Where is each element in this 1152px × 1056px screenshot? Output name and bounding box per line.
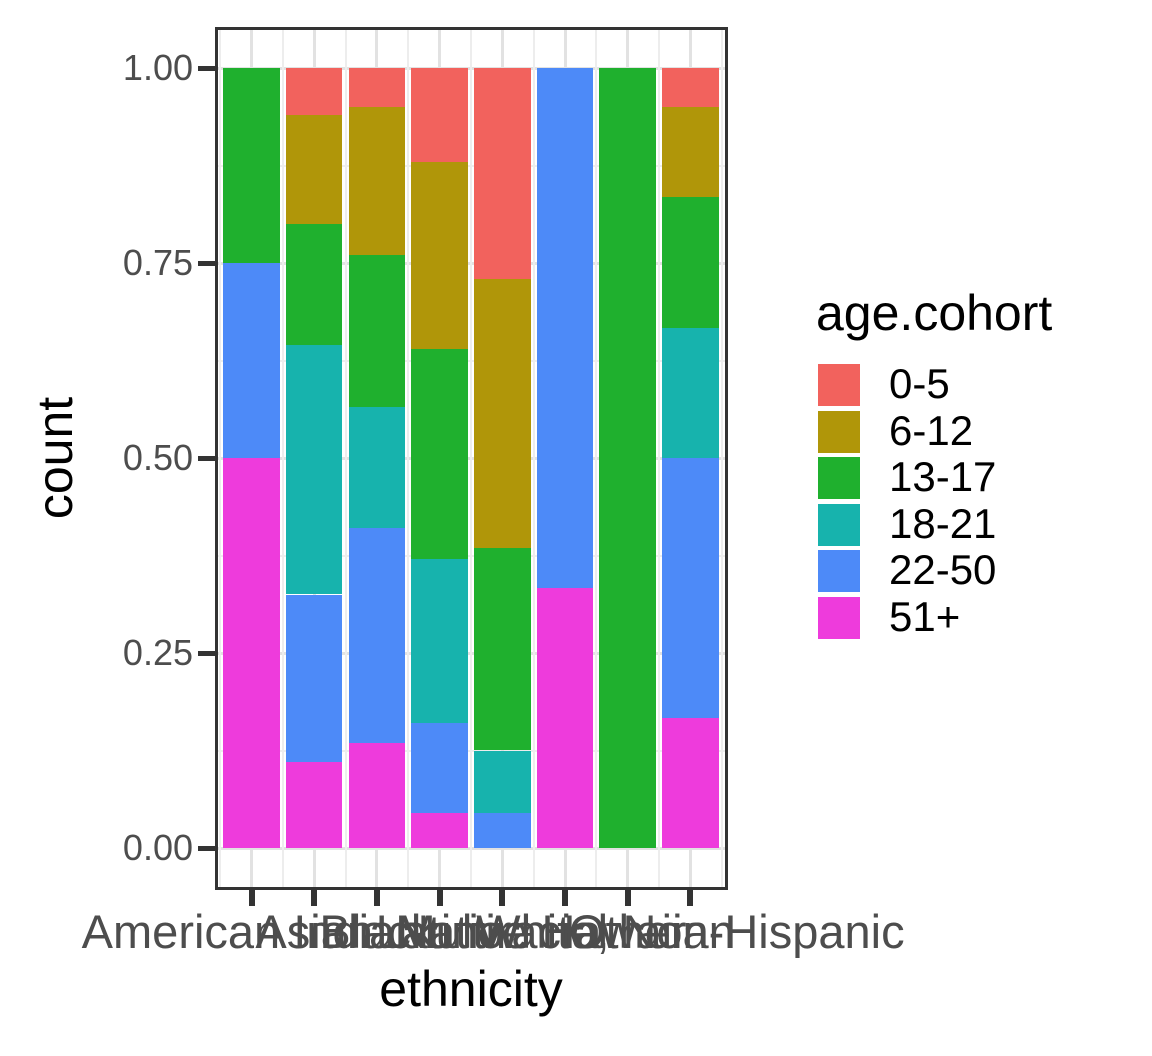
bar-segment-Asian-0-5 [285, 68, 343, 115]
bar-segment-Latino-51+ [411, 812, 468, 848]
y-axis-tick-label: 0.25 [122, 632, 193, 673]
bar-segment-Multiracial-13-17 [474, 547, 531, 751]
bar-segment-Multiracial-0-5 [474, 68, 531, 279]
x-axis-tick [311, 887, 318, 906]
bar-segment-White, Non-Hispanic-22-50 [662, 458, 719, 718]
bar-segment-Asian-6-12 [285, 114, 343, 224]
bar-segment-Latino-18-21 [411, 559, 468, 724]
x-axis-tick [499, 887, 506, 906]
x-axis-tick-label: White, Non-Hispanic [476, 905, 905, 958]
gridline-minor-v [219, 30, 222, 887]
bar-segment-Asian-22-50 [285, 594, 343, 763]
y-axis-tick [198, 455, 216, 461]
bar-segment-Asian-18-21 [285, 344, 343, 595]
gridline-minor-v [658, 30, 661, 887]
gridline-minor-v [532, 30, 535, 887]
bar-segment-Latino-22-50 [411, 723, 468, 813]
bar-segment-American Indian-51+ [223, 458, 280, 848]
bar-segment-Black-0-5 [348, 68, 406, 107]
bar-segment-White, Non-Hispanic-18-21 [662, 327, 719, 458]
x-axis-tick-label: Other [568, 905, 687, 958]
x-axis-tick [373, 887, 380, 906]
gridline-minor-v [595, 30, 598, 887]
legend-label-22-50: 22-50 [889, 546, 997, 593]
x-axis-tick-label: Multiracial [396, 905, 609, 958]
x-axis-tick-label: Asian [255, 905, 373, 958]
bar-segment-Native Hawaiian-22-50 [536, 68, 594, 589]
x-axis-tick [687, 887, 694, 906]
legend-label-0-5: 0-5 [889, 360, 950, 407]
x-axis-tick-label: American Indian [81, 905, 422, 958]
y-axis-tick-label: 0.00 [122, 827, 193, 868]
gridline-minor-v [407, 30, 410, 887]
bar-segment-White, Non-Hispanic-13-17 [662, 196, 719, 328]
bar-segment-Latino-6-12 [411, 161, 468, 349]
bar-segment-American Indian-22-50 [223, 263, 280, 458]
y-axis-tick-label: 0.75 [122, 242, 193, 283]
y-axis-tick [198, 845, 216, 851]
y-axis-tick [198, 260, 216, 266]
bar-segment-American Indian-13-17 [223, 68, 280, 263]
legend-swatch-22-50 [818, 550, 860, 592]
bar-segment-Latino-13-17 [411, 348, 468, 560]
legend-swatch-6-12 [818, 410, 860, 453]
bar-segment-Latino-0-5 [411, 68, 468, 162]
x-axis-tick-label: Latino [375, 905, 504, 958]
x-axis-tick-label: Black [319, 905, 435, 958]
legend-swatch-51+ [818, 596, 860, 639]
bar-segment-White, Non-Hispanic-51+ [662, 717, 719, 848]
gridline-minor-v [720, 30, 723, 887]
y-axis-tick [198, 650, 216, 656]
bar-segment-Asian-13-17 [285, 224, 343, 345]
bar-segment-Native Hawaiian-51+ [536, 588, 594, 848]
legend-label-18-21: 18-21 [889, 499, 997, 547]
x-axis-tick [562, 887, 568, 906]
y-axis-tick-label: 1.00 [122, 47, 193, 88]
bar-segment-Other-13-17 [599, 68, 656, 848]
bar-segment-Black-6-12 [348, 107, 406, 256]
bar-segment-Black-22-50 [348, 528, 406, 743]
x-axis-tick-label: Native Hawaiian [395, 905, 735, 958]
gridline-minor-v [281, 30, 284, 887]
x-axis-tick [248, 887, 255, 906]
y-axis-tick [198, 65, 216, 71]
legend-swatch-13-17 [818, 457, 860, 499]
bar-segment-White, Non-Hispanic-6-12 [662, 107, 719, 197]
bar-segment-Black-51+ [348, 742, 406, 848]
bar-segment-Black-18-21 [348, 407, 406, 529]
legend-swatch-0-5 [818, 364, 860, 406]
bar-segment-White, Non-Hispanic-0-5 [662, 68, 719, 107]
legend-title: age.cohort [816, 285, 1053, 341]
bar-segment-Asian-51+ [285, 762, 343, 848]
legend-swatch-18-21 [818, 503, 860, 546]
bar-segment-Multiracial-18-21 [474, 750, 531, 813]
x-axis-title: ethnicity [379, 961, 563, 1017]
y-axis-title: count [27, 396, 83, 520]
bar-segment-Multiracial-6-12 [474, 278, 531, 548]
y-axis-tick-label: 0.50 [122, 437, 193, 478]
x-axis-tick [624, 887, 631, 906]
x-axis-tick [436, 887, 443, 906]
legend-label-13-17: 13-17 [889, 453, 997, 500]
gridline-minor-v [469, 30, 472, 887]
legend-label-6-12: 6-12 [889, 406, 974, 454]
bar-segment-Multiracial-22-50 [474, 812, 531, 848]
gridline-minor-v [344, 30, 347, 887]
legend-label-51+: 51+ [889, 592, 961, 640]
bar-segment-Black-13-17 [348, 255, 406, 408]
